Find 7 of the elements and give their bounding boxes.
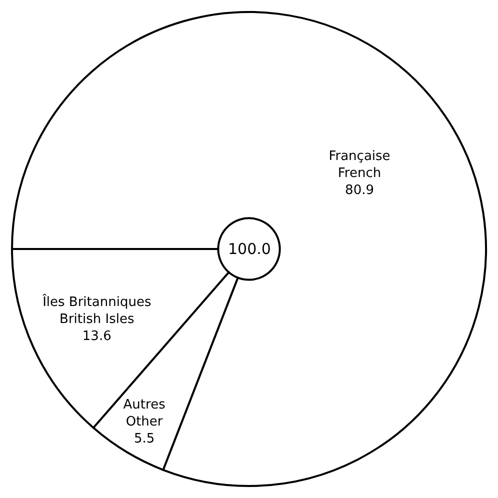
data-label: 80.9	[345, 182, 374, 198]
data-label: 5.5	[134, 431, 155, 446]
data-label: 13.6	[82, 328, 112, 344]
slice-label: Îles Britanniques British Isles	[42, 293, 152, 327]
slice-label: Autres Other	[123, 398, 166, 430]
slice-label: Française French	[328, 148, 390, 181]
text: 100.0	[228, 240, 271, 258]
